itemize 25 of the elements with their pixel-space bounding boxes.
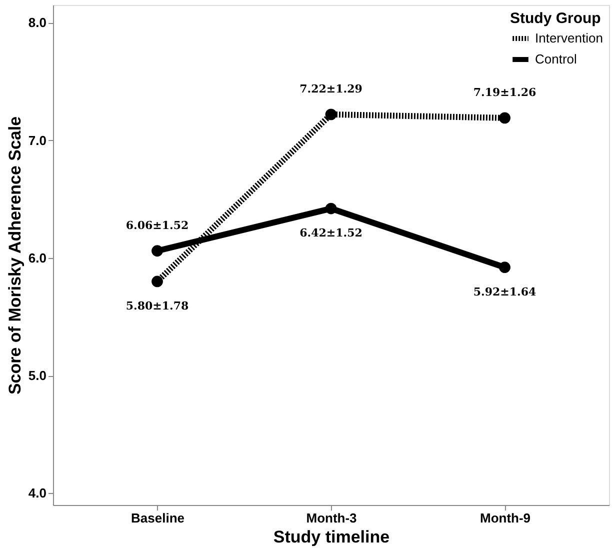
legend-title: Study Group: [510, 10, 601, 27]
legend-label: Intervention: [535, 30, 603, 46]
y-tick-label: 5.0: [28, 368, 46, 384]
point: [325, 108, 337, 120]
point: [152, 276, 163, 288]
data-label: 5.80±1.78: [126, 299, 189, 312]
data-label: 7.22±1.29: [300, 82, 362, 96]
x-tick-label: Month-9: [480, 510, 531, 526]
point: [499, 112, 510, 124]
data-label: 6.42±1.52: [300, 226, 362, 240]
point: [152, 245, 163, 257]
data-label: 6.06±1.52: [126, 218, 189, 232]
data-label: 7.19±1.26: [473, 86, 536, 99]
x-tick-label: Baseline: [131, 510, 184, 526]
y-tick-label: 7.0: [28, 132, 46, 148]
y-tick-label: 6.0: [28, 250, 46, 266]
point: [325, 202, 337, 214]
y-tick-label: 4.0: [28, 486, 46, 501]
x-tick-label: Month-3: [306, 510, 357, 526]
x-axis-title: Study timeline: [273, 528, 390, 546]
point: [499, 262, 510, 274]
data-label: 5.92±1.64: [473, 285, 536, 298]
legend-label: Control: [535, 52, 578, 66]
y-tick-label: 8.0: [28, 15, 46, 30]
y-axis-title: Score of Morisky Adherence Scale: [5, 116, 24, 395]
